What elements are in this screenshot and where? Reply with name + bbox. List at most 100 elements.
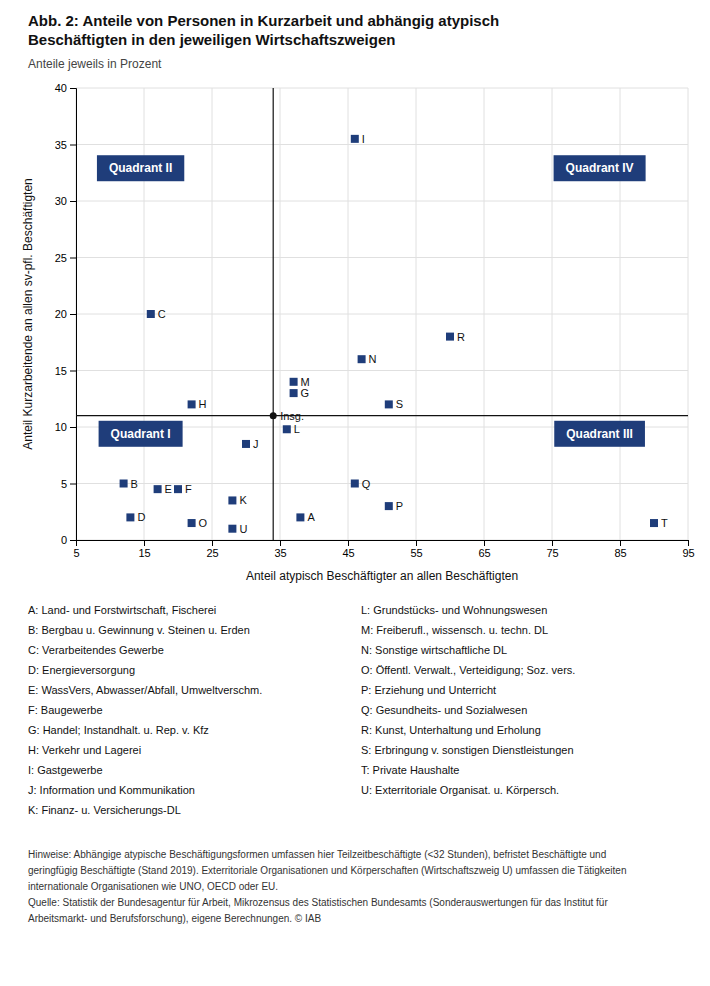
point-label: C (158, 308, 166, 320)
tick-label: 35 (274, 547, 286, 559)
key-entry: S: Erbringung v. sonstigen Dienstleistun… (361, 744, 574, 756)
tick-label: 15 (55, 365, 67, 377)
point-label: M (301, 376, 310, 388)
point-label: E (165, 483, 172, 495)
key-entry: G: Handel; Instandhalt. u. Rep. v. Kfz (28, 724, 209, 736)
tick-mark (212, 540, 213, 546)
point-label: J (253, 438, 259, 450)
point (228, 496, 236, 504)
labels: ABCDEFGHIJKLMNOPQRSTUInsg.Quadrant IIQua… (109, 133, 668, 535)
point (296, 513, 304, 521)
point (446, 333, 454, 341)
point (358, 355, 366, 363)
point (228, 525, 236, 533)
tick-label: 95 (682, 547, 694, 559)
point (154, 485, 162, 493)
point (351, 135, 359, 143)
point-label: G (301, 387, 310, 399)
subtitle: Anteile jeweils in Prozent (28, 57, 162, 71)
tick-mark (70, 88, 76, 89)
point-label: Q (362, 478, 371, 490)
tick-label: 25 (55, 252, 67, 264)
tick: 15 (55, 365, 76, 377)
point-label: P (396, 500, 403, 512)
point-label: U (239, 523, 247, 535)
point-label: O (199, 517, 208, 529)
grid-line (76, 314, 688, 315)
x-axis: 5152535455565758595 (73, 540, 694, 559)
point (283, 425, 291, 433)
key-entry: O: Öffentl. Verwalt., Verteidigung; Soz.… (361, 664, 575, 676)
point (385, 502, 393, 510)
tick: 0 (61, 534, 76, 546)
tick: 15 (138, 540, 150, 559)
tick: 30 (55, 195, 76, 207)
grid-line (76, 201, 688, 202)
tick-label: 45 (342, 547, 354, 559)
tick-label: 5 (61, 478, 67, 490)
plot: 51525354555657585950510152025303540Antei… (21, 82, 695, 583)
grid-line (76, 144, 688, 145)
tick: 45 (342, 540, 354, 559)
tick-label: 15 (138, 547, 150, 559)
key-entry: T: Private Haushalte (361, 764, 459, 776)
grid-line (76, 257, 688, 258)
axis-line (70, 89, 77, 541)
tick: 10 (55, 421, 76, 433)
tick-label: 30 (55, 195, 67, 207)
tick: 40 (55, 82, 76, 94)
point-label: N (369, 353, 377, 365)
key-entry: P: Erziehung und Unterricht (361, 684, 496, 696)
point-label: L (294, 423, 300, 435)
key-entry: R: Kunst, Unterhaltung und Erholung (361, 724, 541, 736)
point-label: T (661, 517, 668, 529)
point-label: K (239, 494, 247, 506)
quadrant-box (554, 421, 645, 447)
reference-line (273, 88, 274, 540)
point (188, 400, 196, 408)
title: Beschäftigten in den jeweiligen Wirtscha… (28, 31, 395, 48)
tick-label: 40 (55, 82, 67, 94)
footnote-line: Quelle: Statistik der Bundesagentur für … (28, 897, 608, 908)
tick-mark (552, 540, 553, 546)
tick: 20 (55, 308, 76, 320)
tick-mark (70, 484, 76, 485)
y-axis-title: Anteil Kurzarbeitende an allen sv-pfl. B… (21, 178, 35, 450)
tick: 25 (206, 540, 218, 559)
point-label: H (199, 398, 207, 410)
quadrant-boxes (97, 155, 646, 447)
grid-line (76, 88, 688, 89)
tick-label: 75 (546, 547, 558, 559)
key-entry: F: Baugewerbe (28, 704, 103, 716)
tick: 5 (61, 478, 76, 490)
point (351, 480, 359, 488)
tick-mark (70, 201, 76, 202)
tick: 5 (73, 540, 79, 559)
x-axis-title: Anteil atypisch Beschäftigter an allen B… (246, 569, 518, 583)
tick-label: 10 (55, 421, 67, 433)
grid-line (76, 370, 688, 371)
tick: 65 (478, 540, 490, 559)
point (147, 310, 155, 318)
tick: 25 (55, 252, 76, 264)
point-label: F (185, 483, 192, 495)
key-entry: L: Grundstücks- und Wohnungswesen (361, 604, 547, 616)
tick-label: 85 (614, 547, 626, 559)
point-label: D (137, 511, 145, 523)
point (242, 440, 250, 448)
quadrant-label: Quadrant III (566, 427, 633, 441)
key-entry: H: Verkehr und Lagerei (28, 744, 141, 756)
reference-point-label: Insg. (280, 410, 304, 422)
tick-label: 5 (73, 547, 79, 559)
footnote-line: geringfügig Beschäftigte (Stand 2019). E… (28, 865, 626, 876)
tick-mark (416, 540, 417, 546)
quadrant-label: Quadrant II (109, 161, 172, 175)
point (650, 519, 658, 527)
point (290, 378, 298, 386)
key-entry: U: Exterritoriale Organisat. u. Körpersc… (361, 784, 559, 796)
point-label: A (307, 511, 315, 523)
tick-mark (70, 427, 76, 428)
tick-mark (280, 540, 281, 546)
point-label: S (396, 398, 403, 410)
footnote: Hinweise: Abhängige atypische Beschäftig… (28, 849, 626, 924)
